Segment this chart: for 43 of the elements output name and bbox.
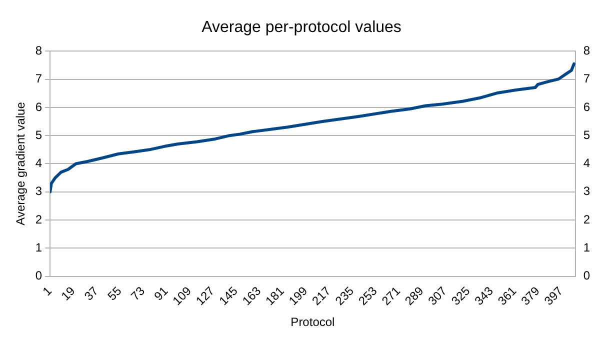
y-tick-label: 7 [35, 72, 42, 86]
x-tick-label: 19 [58, 284, 78, 304]
y2-tick-label: 5 [583, 128, 590, 142]
y2-tick-label: 1 [583, 240, 590, 254]
y-tick-label: 1 [35, 240, 42, 254]
y2-tick-label: 6 [583, 100, 590, 114]
x-tick-label: 235 [332, 284, 357, 308]
x-tick-label: 199 [286, 284, 310, 308]
y-tick-label: 5 [35, 128, 42, 142]
x-tick-label: 307 [425, 284, 450, 308]
x-tick-label: 271 [378, 284, 404, 308]
y-tick-label: 3 [35, 184, 42, 198]
x-axis-title: Protocol [290, 315, 335, 330]
x-tick-label: 379 [518, 284, 543, 308]
y2-tick-label: 8 [583, 44, 590, 58]
y-tick-label: 2 [35, 212, 42, 226]
x-tick-label: 73 [128, 284, 148, 304]
x-tick-label: 163 [240, 284, 264, 308]
x-tick-label: 217 [309, 284, 334, 308]
y-axis-title: Average gradient value [14, 102, 28, 226]
x-tick-label: 91 [151, 284, 171, 304]
x-tick-label: 127 [193, 284, 218, 308]
y2-tick-label: 7 [583, 72, 590, 86]
x-tick-label: 145 [216, 284, 241, 308]
x-tick-label: 55 [104, 284, 124, 304]
y-tick-label: 8 [35, 44, 42, 58]
y-tick-label: 0 [35, 268, 42, 283]
y2-tick-label: 4 [583, 156, 590, 170]
x-tick-label: 325 [448, 284, 473, 308]
x-tick-label: 109 [170, 284, 194, 308]
x-tick-label: 37 [82, 284, 102, 304]
x-tick-label: 361 [495, 284, 520, 308]
y2-tick-label: 2 [583, 212, 590, 226]
x-tick-label: 289 [402, 284, 426, 308]
y2-tick-label: 0 [583, 268, 590, 283]
chart-title: Average per-protocol values [202, 19, 402, 36]
x-tick-label: 181 [262, 284, 288, 308]
x-tick-label: 253 [356, 284, 380, 308]
y2-tick-label: 3 [583, 184, 590, 198]
x-tick-label: 397 [542, 284, 566, 308]
y-tick-label: 6 [35, 100, 42, 114]
y-tick-label: 4 [35, 156, 42, 170]
x-tick-label: 343 [472, 284, 496, 308]
